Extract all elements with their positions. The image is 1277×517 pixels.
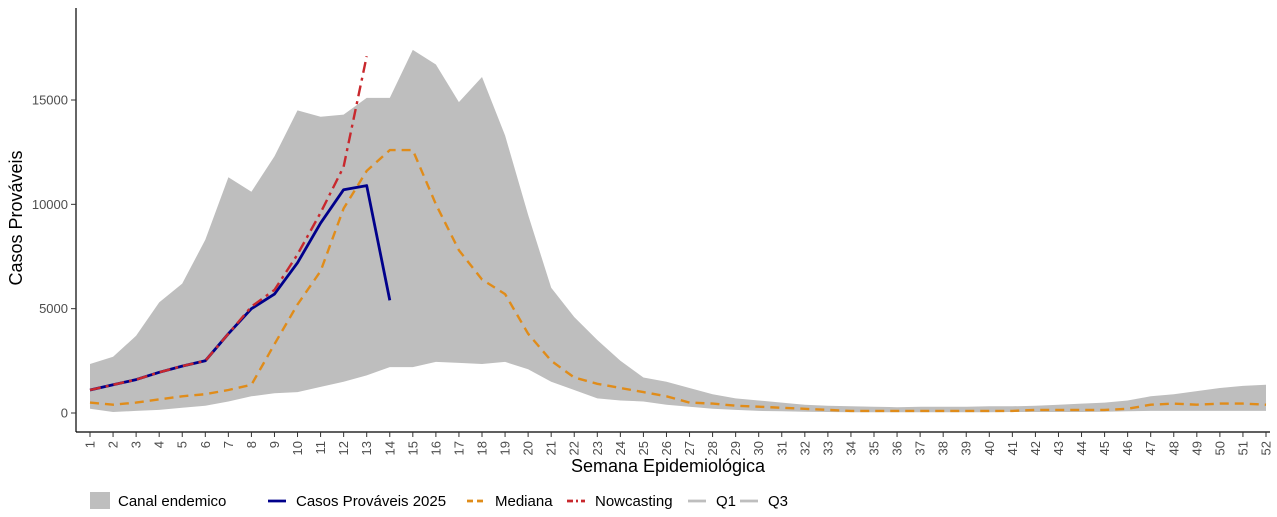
x-tick-label: 51	[1235, 441, 1250, 455]
x-tick-label: 44	[1074, 441, 1089, 455]
x-tick-label: 50	[1212, 441, 1227, 455]
x-tick-label: 30	[751, 441, 766, 455]
x-tick-label: 9	[267, 441, 282, 448]
legend: Canal endemico Casos Prováveis 2025 Median…	[90, 492, 788, 510]
y-tick-label: 0	[61, 406, 68, 421]
x-tick-label: 19	[498, 441, 513, 455]
x-tick-label: 31	[774, 441, 789, 455]
series-line-nowcasting	[89, 55, 368, 392]
legend-label-casos-prov-veis-2025: Casos Prováveis 2025	[296, 493, 446, 510]
x-tick-label: 42	[1028, 441, 1043, 455]
x-tick-label: 14	[382, 441, 397, 455]
y-axis-title: Casos Prováveis	[6, 150, 26, 285]
x-tick-label: 52	[1259, 441, 1274, 455]
x-tick-label: 22	[567, 441, 582, 455]
x-tick-label: 6	[198, 441, 213, 448]
x-tick-label: 23	[590, 441, 605, 455]
x-tick-label: 47	[1143, 441, 1158, 455]
x-tick-label: 36	[890, 441, 905, 455]
x-tick-label: 32	[797, 441, 812, 455]
x-tick-label: 12	[336, 441, 351, 455]
x-tick-label: 5	[175, 441, 190, 448]
x-tick-label: 13	[359, 441, 374, 455]
x-tick-label: 48	[1166, 441, 1181, 455]
x-tick-label: 3	[129, 441, 144, 448]
y-tick-label: 5000	[39, 301, 68, 316]
x-tick-label: 24	[613, 441, 628, 455]
x-tick-label: 49	[1189, 441, 1204, 455]
legend-label-mediana: Mediana	[495, 493, 553, 510]
x-tick-label: 28	[705, 441, 720, 455]
endemic-band-area	[90, 49, 1266, 413]
x-tick-label: 40	[982, 441, 997, 455]
x-tick-label: 1	[83, 441, 98, 448]
x-tick-label: 33	[820, 441, 835, 455]
legend-swatch-canal-endemico	[90, 492, 110, 509]
x-tick-label: 17	[451, 441, 466, 455]
x-tick-label: 27	[682, 441, 697, 455]
legend-label-canal-endemico: Canal endemico	[118, 493, 226, 510]
x-tick-label: 26	[659, 441, 674, 455]
x-tick-label: 38	[936, 441, 951, 455]
x-tick-label: 25	[636, 441, 651, 455]
x-tick-label: 46	[1120, 441, 1135, 455]
x-tick-label: 4	[152, 441, 167, 448]
x-tick-label: 16	[428, 441, 443, 455]
x-tick-label: 18	[475, 441, 490, 455]
x-tick-label: 2	[106, 441, 121, 448]
legend-label-q3: Q3	[768, 493, 788, 510]
x-tick-label: 15	[405, 441, 420, 455]
x-tick-label: 45	[1097, 441, 1112, 455]
x-tick-label: 11	[313, 441, 328, 455]
y-tick-label: 10000	[32, 197, 68, 212]
x-tick-label: 8	[244, 441, 259, 448]
x-tick-label: 21	[544, 441, 559, 455]
series-line-mediana	[89, 148, 1267, 413]
x-tick-label: 10	[290, 441, 305, 455]
x-tick-label: 34	[843, 441, 858, 455]
legend-label-q1: Q1	[716, 493, 736, 510]
x-tick-label: 37	[913, 441, 928, 455]
x-tick-label: 39	[959, 441, 974, 455]
x-tick-label: 20	[521, 441, 536, 455]
x-tick-label: 29	[728, 441, 743, 455]
x-tick-label: 43	[1051, 441, 1066, 455]
x-tick-label: 41	[1005, 441, 1020, 455]
x-tick-label: 7	[221, 441, 236, 448]
x-axis-title: Semana Epidemiológica	[571, 456, 766, 476]
legend-label-nowcasting: Nowcasting	[595, 493, 673, 510]
y-tick-label: 15000	[32, 93, 68, 108]
x-tick-label: 35	[867, 441, 882, 455]
